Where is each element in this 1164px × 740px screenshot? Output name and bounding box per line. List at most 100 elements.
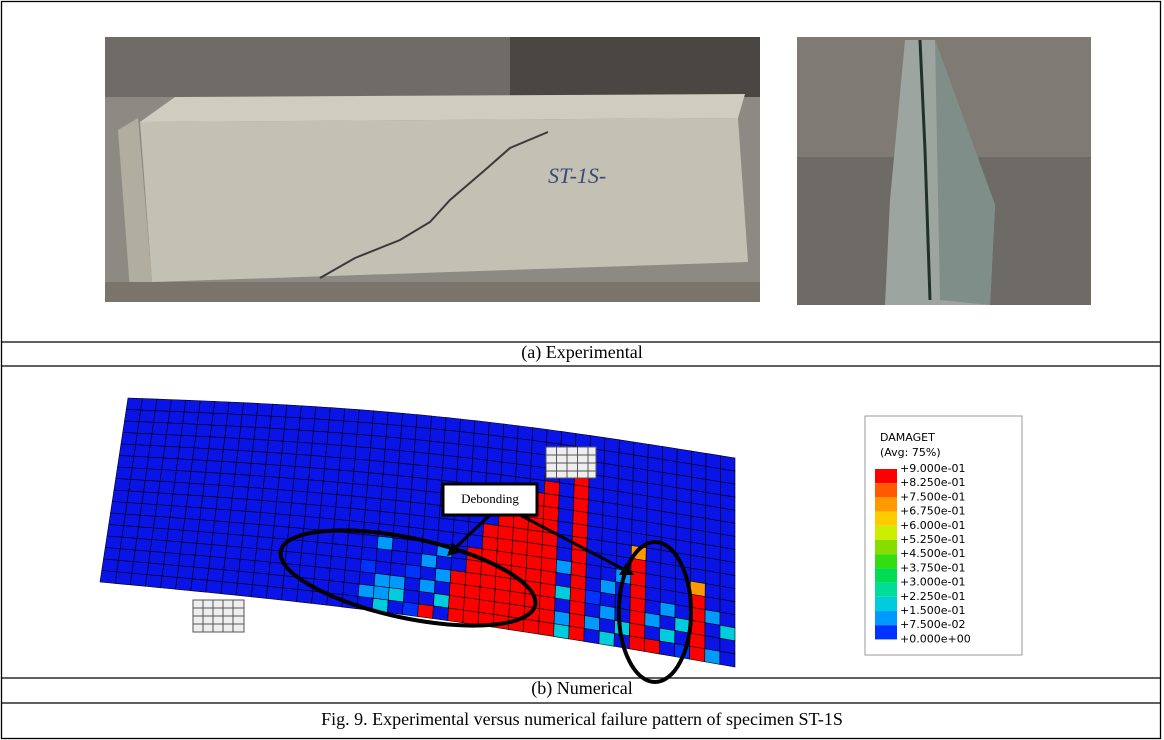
mesh-cell: [344, 409, 360, 422]
mesh-cell: [617, 517, 632, 532]
mesh-cell: [389, 575, 405, 589]
mesh-cell: [206, 461, 222, 474]
mesh-cell: [321, 493, 337, 507]
mesh-cell: [448, 608, 464, 623]
page: ST-1S- (a) Experimental Debonding DAMAGE…: [0, 0, 1164, 740]
panel-a-caption: (a) Experimental: [521, 342, 642, 363]
legend-label: +6.000e-01: [900, 519, 965, 532]
mesh-cell: [494, 602, 510, 617]
mesh-cell: [358, 410, 374, 424]
mesh-cell: [126, 398, 142, 410]
mesh-cell: [619, 440, 634, 455]
mesh-cell: [603, 502, 618, 517]
mesh-cell: [175, 471, 191, 484]
mesh-cell: [376, 549, 392, 563]
mesh-cell: [293, 479, 309, 492]
mesh-cell: [692, 451, 707, 466]
mesh-cell: [244, 511, 260, 524]
mesh-cell: [215, 509, 231, 522]
mesh-cell: [118, 456, 134, 468]
mesh-cell: [200, 508, 216, 521]
mesh-cell: [239, 427, 255, 440]
mesh-cell: [313, 419, 329, 432]
mesh-cell: [433, 593, 449, 608]
mesh-cell: [160, 576, 177, 589]
mesh-cell: [571, 562, 586, 577]
mesh-cell: [281, 453, 297, 466]
mesh-cell: [354, 459, 370, 473]
mesh-cell: [449, 583, 465, 598]
legend-swatch: [875, 597, 897, 611]
mesh-cell: [300, 553, 316, 567]
mesh-cell: [168, 517, 184, 530]
mesh-cell: [332, 531, 348, 545]
mesh-cell: [599, 631, 614, 646]
mesh-cell: [463, 610, 479, 625]
mesh-cell: [157, 493, 173, 506]
mesh-cell: [232, 486, 248, 499]
mesh-cell: [344, 570, 360, 584]
mesh-cell: [558, 521, 573, 536]
mesh-cell: [544, 481, 559, 496]
mesh-cell: [419, 579, 435, 594]
mesh-cell: [618, 466, 633, 481]
legend-swatch: [875, 611, 897, 625]
mesh-cell: [480, 574, 496, 589]
mesh-cell: [298, 430, 314, 443]
mesh-cell: [147, 563, 164, 576]
mesh-cell: [356, 434, 372, 448]
mesh-cell: [512, 540, 527, 555]
mesh-cell: [179, 554, 196, 567]
mesh-cell: [366, 485, 382, 499]
mesh-cell: [112, 490, 129, 503]
mesh-cell: [466, 560, 482, 575]
legend-swatch: [875, 483, 897, 497]
mesh-cell: [315, 554, 331, 568]
mesh-cell: [266, 586, 282, 600]
mesh-cell: [194, 436, 210, 449]
mesh-cell: [235, 462, 251, 475]
mesh-cell: [124, 514, 141, 527]
mesh-cell: [248, 475, 264, 488]
mesh-cell: [213, 401, 229, 414]
mesh-cell: [266, 452, 282, 465]
mesh-cell: [554, 624, 570, 639]
mesh-cell: [433, 606, 449, 621]
mesh-cell: [226, 414, 242, 427]
mesh-cell: [516, 451, 531, 466]
mesh-cell: [315, 407, 331, 420]
mesh-cell: [559, 496, 574, 511]
legend-label: +4.500e-01: [900, 547, 965, 560]
mesh-cell: [351, 496, 367, 510]
mesh-cell: [261, 500, 277, 513]
mesh-cell: [496, 551, 512, 566]
mesh-cell: [255, 549, 271, 562]
mesh-cell: [218, 485, 234, 498]
mesh-cell: [203, 484, 219, 497]
mesh-cell: [121, 433, 137, 445]
mesh-cell: [543, 506, 558, 521]
mesh-cell: [237, 450, 253, 463]
mesh-cell: [604, 463, 619, 478]
legend-label: +2.250e-01: [900, 590, 965, 603]
mesh-cell: [632, 494, 647, 509]
mesh-cell: [706, 466, 721, 481]
mesh-cell: [239, 559, 255, 572]
mesh-cell: [340, 445, 356, 459]
mesh-cell: [540, 583, 555, 598]
mesh-cell: [518, 426, 533, 441]
legend-swatch: [875, 625, 897, 639]
mesh-cell: [129, 479, 145, 492]
mesh-cell: [212, 413, 228, 426]
mesh-cell: [152, 528, 169, 541]
mesh-cell: [383, 462, 399, 476]
mesh-cell: [336, 495, 352, 509]
mesh-cell: [516, 464, 531, 479]
mesh-cell: [705, 649, 720, 665]
mesh-cell: [150, 540, 167, 553]
mesh-cell: [474, 421, 489, 435]
mesh-cell: [556, 572, 571, 587]
mesh-cell: [523, 619, 539, 634]
mesh-cell: [102, 559, 119, 572]
mesh-cell: [236, 583, 252, 597]
